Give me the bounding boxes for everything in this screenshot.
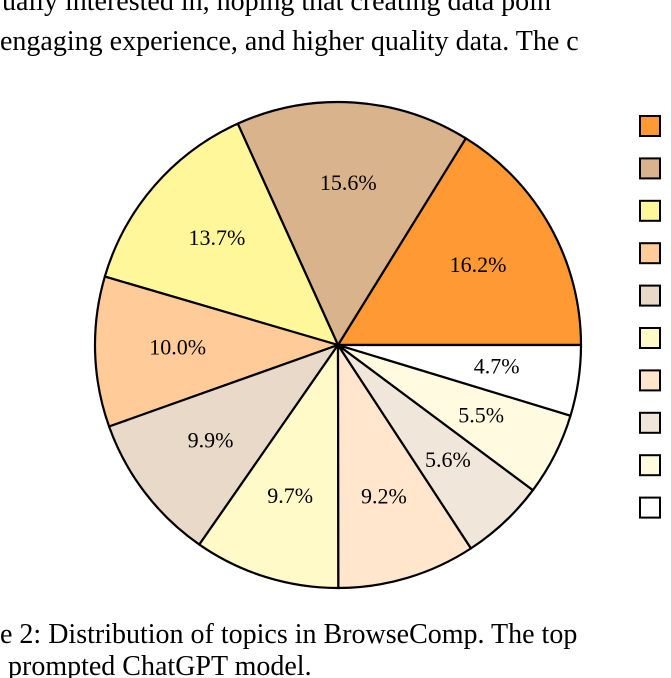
slice-label: 4.7% (474, 354, 520, 379)
pie-slice (336, 343, 473, 590)
slice-label: 15.6% (320, 170, 377, 195)
slice-label: 13.7% (189, 225, 246, 250)
pie-slice (336, 137, 583, 347)
pie-chart: 16.2% 15.6% 13.7% 10.0% 9.9% 9.7% 9.2% 5.6% 5.5%… (93, 100, 583, 590)
slice-label: 10.0% (149, 335, 206, 360)
caption: e 2: Distribution of topics in BrowseCom… (0, 619, 577, 650)
pie-slice (198, 343, 340, 590)
legend-swatch (639, 327, 661, 349)
legend-swatch (639, 496, 661, 519)
slice-label: 5.6% (425, 447, 471, 472)
slice-label: 16.2% (450, 252, 507, 277)
legend-swatch (639, 369, 661, 392)
pie-slice (93, 275, 340, 428)
legend-swatch (639, 454, 661, 477)
pie-slice (107, 343, 340, 546)
body-text: engaging experience, and higher quality … (0, 26, 579, 57)
slice-label: 9.2% (361, 484, 407, 509)
caption: prompted ChatGPT model. (8, 651, 312, 678)
legend-swatch (639, 411, 661, 434)
slice-label: 9.9% (188, 427, 234, 452)
pie-slice (103, 122, 340, 347)
legend-swatch (639, 115, 661, 137)
legend-swatch (639, 199, 661, 222)
slice-label: 5.5% (458, 402, 504, 427)
legend-swatch (639, 157, 661, 180)
pie-slice (236, 100, 467, 347)
body-text: ually interested in, hoping that creatin… (2, 0, 551, 17)
legend (639, 115, 661, 519)
pie-slice (336, 343, 583, 417)
legend-swatch (639, 242, 661, 265)
legend-swatch (639, 284, 661, 307)
slice-label: 9.7% (267, 483, 313, 508)
